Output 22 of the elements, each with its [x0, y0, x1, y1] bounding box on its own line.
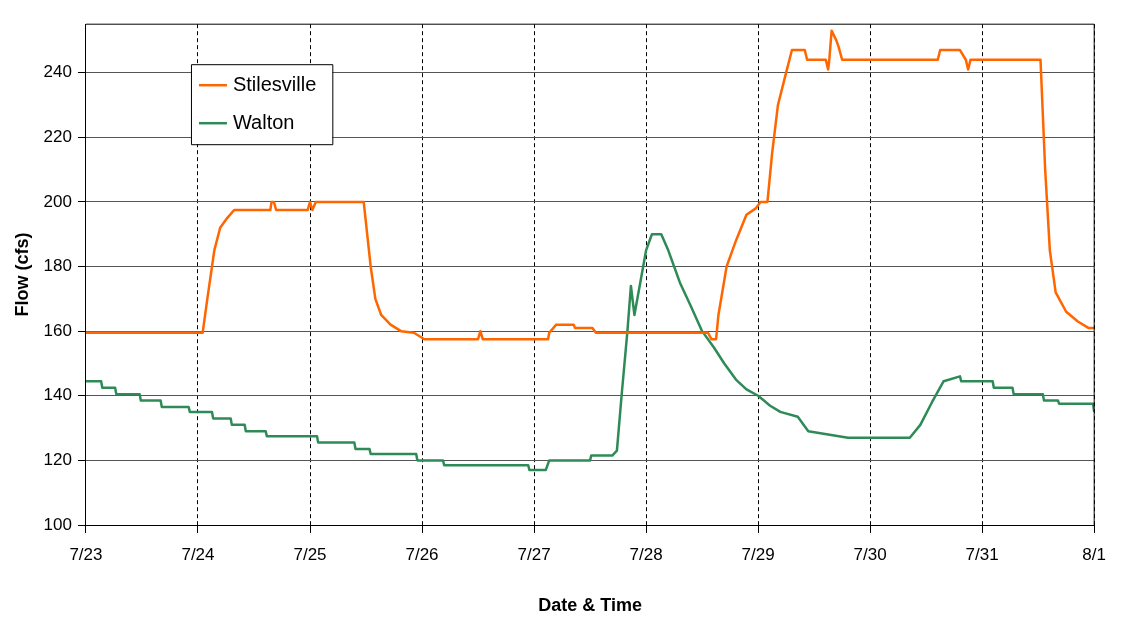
x-tick-label: 7/26	[405, 544, 439, 564]
legend-label: Walton	[232, 110, 295, 133]
y-tick-label: 220	[43, 126, 72, 146]
x-tick-label: 7/31	[965, 544, 999, 564]
y-tick-label: 180	[43, 256, 72, 276]
y-tick-label: 240	[43, 62, 72, 82]
x-axis-title: Date & Time	[538, 595, 642, 616]
x-tick-label: 7/27	[517, 544, 551, 564]
x-tick-label: 7/30	[853, 544, 887, 564]
y-tick-label: 140	[43, 385, 72, 405]
x-tick-label: 7/25	[293, 544, 327, 564]
y-tick-label: 100	[43, 514, 72, 534]
y-tick-label: 200	[43, 191, 72, 211]
y-tick-label: 120	[43, 450, 72, 470]
y-tick-label: 160	[43, 320, 72, 340]
x-tick-label: 7/28	[629, 544, 663, 564]
x-tick-label: 7/24	[181, 544, 215, 564]
y-axis-title: Flow (cfs)	[11, 232, 32, 317]
legend-label: Stilesville	[232, 72, 317, 95]
x-tick-label: 7/23	[69, 544, 103, 564]
x-tick-label: 7/29	[741, 544, 775, 564]
x-tick-label: 8/1	[1082, 544, 1106, 564]
